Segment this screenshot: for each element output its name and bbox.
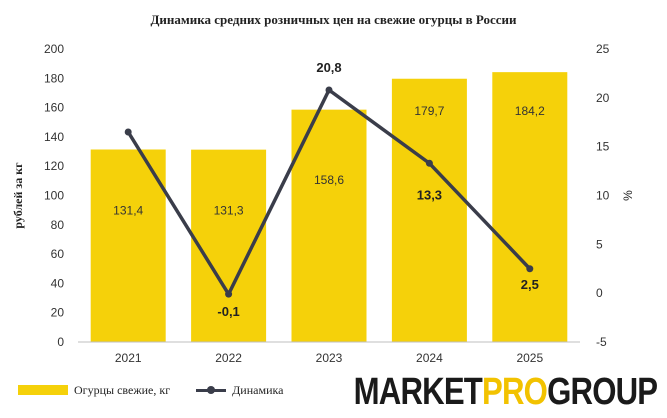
x-tick-label: 2024 [416, 351, 443, 365]
x-tick-label: 2021 [115, 351, 142, 365]
bar-data-label: 131,3 [214, 204, 244, 218]
bar [492, 72, 568, 342]
logo-part-group: GROUP [546, 371, 658, 413]
line-point [425, 159, 433, 167]
y-right-tick-label: 25 [596, 42, 610, 56]
chart-title: Динамика средних розничных цен на свежие… [150, 12, 517, 27]
y-tick-label: 180 [44, 71, 64, 85]
legend-item-bars: Огурцы свежие, кг [18, 383, 170, 398]
bar-data-label: 184,2 [515, 104, 545, 118]
bar-data-label: 179,7 [414, 104, 444, 118]
y-tick-label: 100 [44, 189, 64, 203]
legend-bar-swatch [18, 385, 68, 395]
y-right-tick-label: 5 [596, 237, 603, 251]
y-right-tick-label: 20 [596, 91, 610, 105]
y-right-tick-label: -5 [596, 335, 607, 349]
bar-data-label: 131,4 [113, 204, 143, 218]
y-axis-title: рублей за кг [11, 162, 25, 229]
line-point [124, 128, 132, 136]
logo-part-market: MARKET [353, 371, 482, 413]
legend-item-line: Динамика [196, 383, 283, 398]
y-tick-label: 60 [51, 247, 65, 261]
brand-logo: MARKETPROGROUP [353, 372, 657, 412]
y-tick-label: 40 [51, 276, 65, 290]
legend-line-swatch [196, 384, 227, 396]
line-point [225, 290, 233, 298]
y-tick-label: 200 [44, 42, 64, 56]
bar [90, 149, 166, 342]
y-right-tick-label: 0 [596, 286, 603, 300]
bar [391, 78, 467, 342]
line-point [325, 86, 333, 94]
y-tick-label: 160 [44, 101, 64, 115]
y-right-tick-label: 15 [596, 140, 610, 154]
line-data-label: 2,5 [521, 277, 539, 292]
y-tick-label: 120 [44, 159, 64, 173]
x-tick-label: 2022 [215, 351, 242, 365]
x-tick-label: 2025 [516, 351, 543, 365]
bar-data-label: 158,6 [314, 173, 344, 187]
y-tick-label: 140 [44, 130, 64, 144]
x-tick-label: 2023 [316, 351, 343, 365]
bar [291, 109, 367, 342]
legend-bar-label: Огурцы свежие, кг [74, 382, 171, 397]
y-right-tick-label: 10 [596, 189, 610, 203]
y-tick-label: 0 [57, 335, 64, 349]
line-data-label: 20,8 [316, 60, 341, 75]
y-tick-label: 80 [51, 218, 65, 232]
y-tick-label: 20 [51, 306, 65, 320]
line-data-label: -0,1 [217, 304, 239, 319]
y-right-axis-title: % [621, 190, 635, 201]
legend-line-label: Динамика [232, 382, 284, 397]
legend: Огурцы свежие, кг Динамика [18, 381, 309, 399]
line-point [526, 265, 534, 273]
logo-part-pro: PRO [481, 371, 548, 413]
line-data-label: 13,3 [417, 187, 442, 202]
